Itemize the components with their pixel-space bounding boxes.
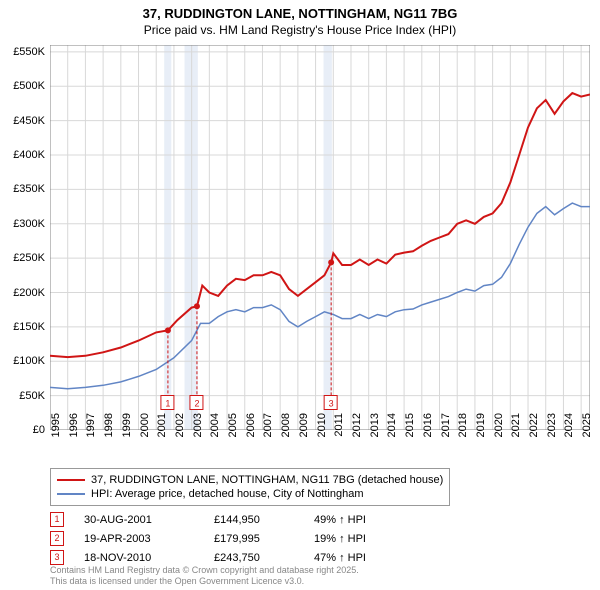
legend-item: 37, RUDDINGTON LANE, NOTTINGHAM, NG11 7B… bbox=[57, 473, 443, 487]
x-tick-label: 1996 bbox=[68, 413, 80, 453]
x-tick-label: 2008 bbox=[280, 413, 292, 453]
sale-price: £179,995 bbox=[214, 533, 294, 545]
legend-label: 37, RUDDINGTON LANE, NOTTINGHAM, NG11 7B… bbox=[91, 474, 443, 486]
sale-price: £243,750 bbox=[214, 552, 294, 564]
sale-date: 18-NOV-2010 bbox=[84, 552, 194, 564]
sale-date: 19-APR-2003 bbox=[84, 533, 194, 545]
y-tick-label: £350K bbox=[0, 183, 45, 195]
y-tick-label: £200K bbox=[0, 287, 45, 299]
x-tick-label: 2013 bbox=[369, 413, 381, 453]
x-tick-label: 2018 bbox=[457, 413, 469, 453]
legend-swatch bbox=[57, 493, 85, 495]
x-tick-label: 2011 bbox=[333, 413, 345, 453]
y-tick-label: £450K bbox=[0, 115, 45, 127]
x-tick-label: 1999 bbox=[121, 413, 133, 453]
x-tick-label: 2022 bbox=[528, 413, 540, 453]
footer-line1: Contains HM Land Registry data © Crown c… bbox=[50, 565, 359, 576]
x-tick-label: 2016 bbox=[422, 413, 434, 453]
x-tick-label: 2010 bbox=[316, 413, 328, 453]
legend-item: HPI: Average price, detached house, City… bbox=[57, 487, 443, 501]
x-tick-label: 1998 bbox=[103, 413, 115, 453]
y-tick-label: £500K bbox=[0, 80, 45, 92]
x-tick-label: 2001 bbox=[156, 413, 168, 453]
y-tick-label: £300K bbox=[0, 218, 45, 230]
x-tick-label: 2014 bbox=[386, 413, 398, 453]
chart-container: 37, RUDDINGTON LANE, NOTTINGHAM, NG11 7B… bbox=[0, 0, 600, 590]
sales-table: 1 30-AUG-2001 £144,950 49% ↑ HPI 2 19-APR-200… bbox=[50, 510, 394, 567]
x-tick-label: 2012 bbox=[351, 413, 363, 453]
y-tick-label: £0 bbox=[0, 424, 45, 436]
y-tick-label: £550K bbox=[0, 46, 45, 58]
y-tick-label: £50K bbox=[0, 390, 45, 402]
legend-label: HPI: Average price, detached house, City… bbox=[91, 488, 364, 500]
legend-swatch bbox=[57, 479, 85, 481]
chart-area: 123 £0£50K£100K£150K£200K£250K£300K£350K… bbox=[50, 45, 590, 430]
x-tick-label: 2023 bbox=[546, 413, 558, 453]
x-tick-label: 2024 bbox=[563, 413, 575, 453]
y-tick-label: £150K bbox=[0, 321, 45, 333]
x-tick-label: 2003 bbox=[192, 413, 204, 453]
x-tick-label: 2021 bbox=[510, 413, 522, 453]
x-tick-label: 2004 bbox=[209, 413, 221, 453]
x-tick-label: 2000 bbox=[139, 413, 151, 453]
chart-svg: 1 2 3 bbox=[50, 45, 590, 430]
sale-hpi: 49% ↑ HPI bbox=[314, 514, 394, 526]
legend: 37, RUDDINGTON LANE, NOTTINGHAM, NG11 7B… bbox=[50, 468, 450, 506]
svg-text:2: 2 bbox=[194, 399, 199, 409]
x-tick-label: 2005 bbox=[227, 413, 239, 453]
x-tick-label: 1995 bbox=[50, 413, 62, 453]
x-tick-label: 2002 bbox=[174, 413, 186, 453]
x-tick-label: 2025 bbox=[581, 413, 593, 453]
y-tick-label: £400K bbox=[0, 149, 45, 161]
x-tick-label: 2006 bbox=[245, 413, 257, 453]
chart-title: 37, RUDDINGTON LANE, NOTTINGHAM, NG11 7B… bbox=[0, 0, 600, 23]
x-tick-label: 2007 bbox=[262, 413, 274, 453]
footer: Contains HM Land Registry data © Crown c… bbox=[50, 565, 359, 587]
x-tick-label: 2020 bbox=[493, 413, 505, 453]
sale-row: 2 19-APR-2003 £179,995 19% ↑ HPI bbox=[50, 529, 394, 548]
x-tick-label: 2009 bbox=[298, 413, 310, 453]
footer-line2: This data is licensed under the Open Gov… bbox=[50, 576, 359, 587]
sale-hpi: 47% ↑ HPI bbox=[314, 552, 394, 564]
sale-price: £144,950 bbox=[214, 514, 294, 526]
sale-marker: 3 bbox=[50, 550, 64, 565]
sale-date: 30-AUG-2001 bbox=[84, 514, 194, 526]
chart-subtitle: Price paid vs. HM Land Registry's House … bbox=[0, 23, 600, 41]
x-tick-label: 1997 bbox=[85, 413, 97, 453]
svg-text:1: 1 bbox=[165, 399, 170, 409]
x-tick-label: 2017 bbox=[440, 413, 452, 453]
y-tick-label: £100K bbox=[0, 355, 45, 367]
x-tick-label: 2019 bbox=[475, 413, 487, 453]
svg-text:3: 3 bbox=[329, 399, 334, 409]
x-tick-label: 2015 bbox=[404, 413, 416, 453]
y-tick-label: £250K bbox=[0, 252, 45, 264]
sale-marker: 1 bbox=[50, 512, 64, 527]
sale-row: 3 18-NOV-2010 £243,750 47% ↑ HPI bbox=[50, 548, 394, 567]
sale-marker: 2 bbox=[50, 531, 64, 546]
sale-hpi: 19% ↑ HPI bbox=[314, 533, 394, 545]
sale-row: 1 30-AUG-2001 £144,950 49% ↑ HPI bbox=[50, 510, 394, 529]
